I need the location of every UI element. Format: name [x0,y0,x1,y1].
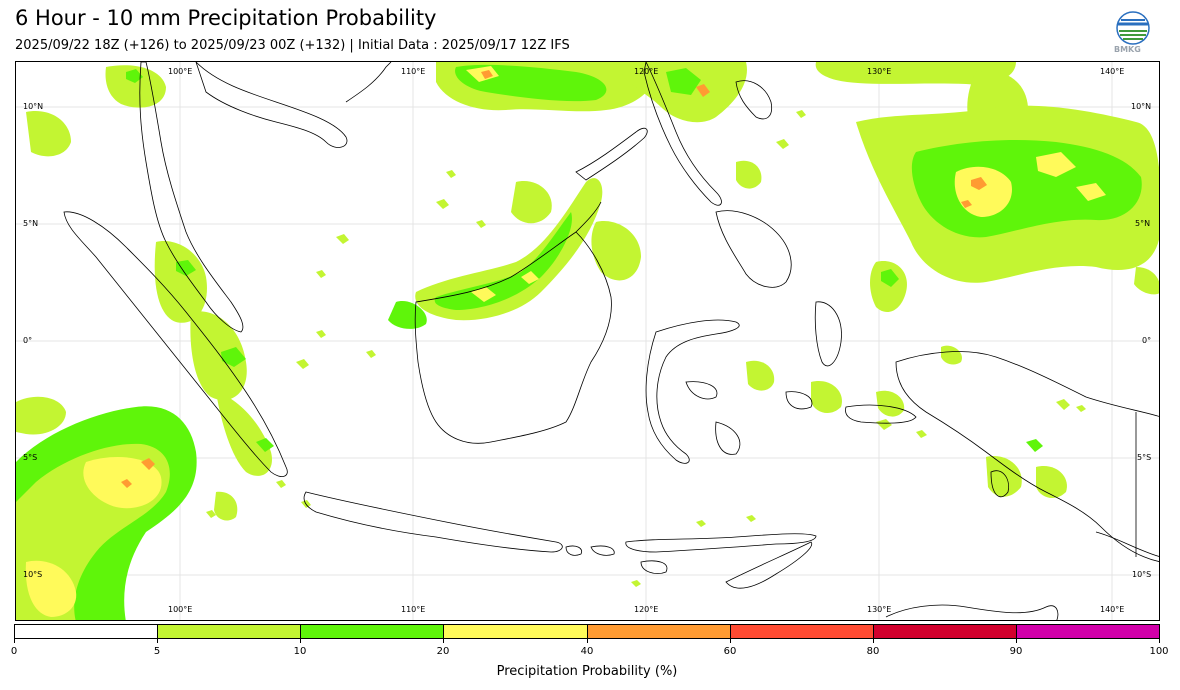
colorbar-tick-label: 40 [580,646,594,657]
lon-label: 110°E [401,67,426,76]
lat-label: 0° [1142,336,1152,345]
colorbar-segment [587,625,731,638]
colorbar-segment [730,625,874,638]
lon-label: 120°E [634,67,659,76]
precipitation-map: 100°E 110°E 120°E 130°E 140°E 100°E 110°… [15,61,1160,621]
precip-areas [16,62,1159,620]
lon-label: 130°E [867,67,892,76]
bmkg-logo-text: BMKG [1114,45,1141,54]
lon-label: 120°E [634,605,659,614]
lat-label: 10°N [23,102,44,111]
colorbar-tick-mark [300,639,301,643]
colorbar-segment [444,625,588,638]
lat-label: 5°S [23,453,38,462]
lon-label: 140°E [1100,67,1125,76]
lat-label: 10°S [23,570,43,579]
lon-label: 130°E [867,605,892,614]
colorbar-tick-label: 80 [866,646,880,657]
colorbar-segment [158,625,302,638]
colorbar-tick-mark [1159,639,1160,643]
colorbar-segment [15,625,159,638]
lat-label: 5°N [1135,219,1151,228]
colorbar-label: Precipitation Probability (%) [496,664,678,679]
colorbar-tick-label: 20 [436,646,450,657]
colorbar-tick-mark [14,639,15,643]
colorbar-segment [1016,625,1159,638]
colorbar-segment [301,625,445,638]
colorbar-tick-label: 60 [723,646,737,657]
colorbar-tick-mark [730,639,731,643]
colorbar-tick-label: 5 [153,646,161,657]
colorbar-tick-label: 100 [1149,646,1169,657]
colorbar-tick-mark [157,639,158,643]
colorbar-tick-label: 10 [293,646,307,657]
graticule [16,62,1159,620]
map-subtitle: 2025/09/22 18Z (+126) to 2025/09/23 00Z … [15,38,570,53]
lon-label: 100°E [168,67,193,76]
colorbar-segment [873,625,1017,638]
map-title: 6 Hour - 10 mm Precipitation Probability [15,6,437,30]
colorbar-tick-mark [873,639,874,643]
lon-label: 100°E [168,605,193,614]
lat-label: 5°N [23,219,39,228]
coastlines [63,62,1159,620]
lon-label: 110°E [401,605,426,614]
colorbar-tick-mark [1016,639,1017,643]
lon-label: 140°E [1100,605,1125,614]
colorbar [14,624,1160,639]
colorbar-tick-mark [443,639,444,643]
bmkg-logo-icon [1112,10,1154,54]
lat-label: 0° [23,336,33,345]
lat-label: 10°N [1131,102,1152,111]
map-canvas [16,62,1159,620]
lat-label: 5°S [1137,453,1152,462]
colorbar-tick-label: 0 [10,646,18,657]
colorbar-tick-label: 90 [1009,646,1023,657]
colorbar-tick-mark [587,639,588,643]
lat-label: 10°S [1132,570,1152,579]
